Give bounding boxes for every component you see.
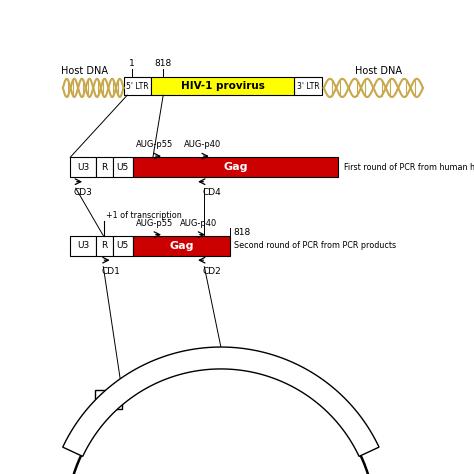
Text: First round of PCR from human host genom: First round of PCR from human host genom xyxy=(344,163,474,172)
Text: 1: 1 xyxy=(129,59,135,68)
Bar xyxy=(112,157,133,177)
Text: U5: U5 xyxy=(117,241,129,250)
Text: R: R xyxy=(101,163,108,172)
Bar xyxy=(294,77,322,95)
Text: T7: T7 xyxy=(102,395,115,405)
Text: AUG-p40: AUG-p40 xyxy=(184,140,221,149)
Bar xyxy=(133,236,230,256)
Bar xyxy=(95,391,122,409)
Text: +1 of transcription: +1 of transcription xyxy=(106,211,182,220)
Text: R: R xyxy=(101,241,108,250)
Text: AUG-p55: AUG-p55 xyxy=(136,140,173,149)
Text: U3: U3 xyxy=(77,163,89,172)
Text: Host DNA: Host DNA xyxy=(62,66,109,76)
Polygon shape xyxy=(63,347,379,456)
Text: 3' LTR: 3' LTR xyxy=(297,82,319,91)
Bar xyxy=(151,77,294,95)
Text: CD3: CD3 xyxy=(74,188,93,197)
Text: Gag: Gag xyxy=(223,162,248,172)
Bar xyxy=(133,157,338,177)
Text: 818: 818 xyxy=(234,228,251,237)
Bar xyxy=(96,236,112,256)
Text: HIV-1 provirus: HIV-1 provirus xyxy=(181,81,264,91)
Text: AUG-p55: AUG-p55 xyxy=(136,219,173,228)
Bar xyxy=(70,236,96,256)
Text: AUG-p40: AUG-p40 xyxy=(180,219,218,228)
Text: CD2: CD2 xyxy=(202,267,221,276)
Text: 818: 818 xyxy=(155,59,172,68)
Text: CD1: CD1 xyxy=(101,267,120,276)
Bar xyxy=(124,77,151,95)
Text: Host DNA: Host DNA xyxy=(356,66,402,76)
Text: CD4: CD4 xyxy=(202,188,221,197)
Bar xyxy=(96,157,112,177)
Text: Second round of PCR from PCR products: Second round of PCR from PCR products xyxy=(234,241,396,250)
Text: U3: U3 xyxy=(77,241,89,250)
Text: 5' LTR: 5' LTR xyxy=(126,82,149,91)
Bar xyxy=(70,157,96,177)
Text: Renilla-HA: Renilla-HA xyxy=(196,353,246,363)
Bar xyxy=(112,236,133,256)
Text: U5: U5 xyxy=(117,163,129,172)
Text: Gag: Gag xyxy=(169,241,194,251)
